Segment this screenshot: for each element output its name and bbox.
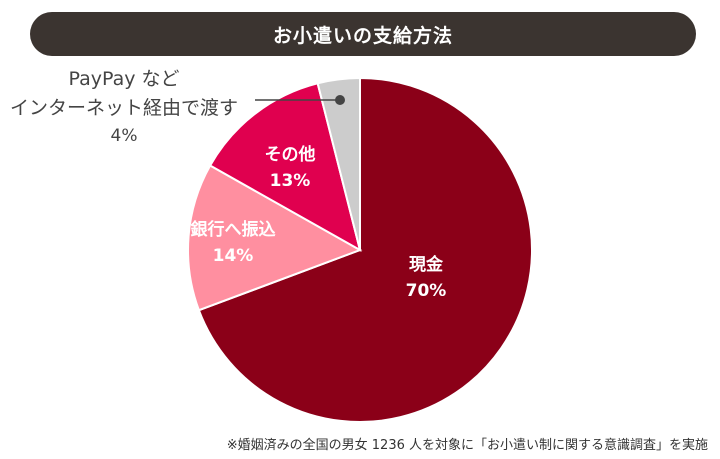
slice-cash-value: 70% bbox=[406, 281, 447, 301]
slice-paypay-label-line-1: PayPay など bbox=[68, 68, 179, 90]
slice-bank-transfer-label: 銀行へ振込 bbox=[191, 219, 276, 240]
slice-other-value: 13% bbox=[270, 171, 311, 191]
slice-paypay-value: 4% bbox=[111, 126, 138, 146]
slice-other bbox=[208, 82, 362, 253]
slice-cash bbox=[197, 76, 533, 423]
slice-bank-transfer bbox=[187, 164, 363, 312]
footnote: ※婚姻済みの全国の男女 1236 人を対象に「お小遣い制に関する意識調査」を実施 bbox=[226, 438, 708, 453]
slice-other-label: その他 bbox=[265, 144, 316, 165]
slice-cash-label: 現金 bbox=[409, 254, 444, 275]
slice-bank-transfer-value: 14% bbox=[213, 246, 254, 266]
slice-paypay bbox=[316, 76, 361, 251]
chart-title: お小遣いの支給方法 bbox=[272, 24, 453, 47]
slice-paypay-label-line-2: インターネット経由で渡す bbox=[10, 97, 238, 119]
chart-title-bar: お小遣いの支給方法 bbox=[30, 12, 696, 56]
